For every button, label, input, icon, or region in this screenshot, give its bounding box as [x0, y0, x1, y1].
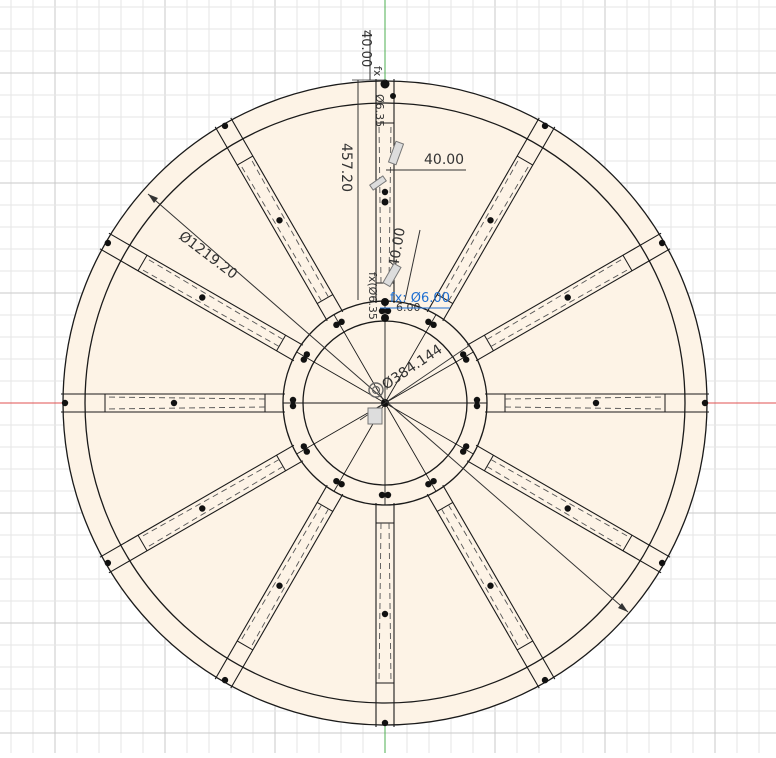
spoke-hub-point[interactable] [430, 477, 437, 485]
spoke-6[interactable] [384, 402, 556, 689]
rim-point[interactable] [381, 719, 389, 727]
spoke-mid-point[interactable] [276, 217, 283, 224]
hole-point[interactable] [381, 298, 389, 306]
rim-point[interactable] [541, 122, 549, 130]
spoke-mid-point[interactable] [381, 188, 389, 196]
spoke-hub-point[interactable] [425, 480, 432, 488]
spoke-hub-point[interactable] [289, 396, 297, 404]
rim-point[interactable] [221, 676, 229, 684]
dimension-horizontal-width[interactable]: 40.00 [424, 152, 464, 168]
spoke-5[interactable] [384, 402, 671, 574]
spoke-hub-point[interactable] [338, 318, 345, 326]
top-point[interactable] [390, 93, 396, 99]
rim-point[interactable] [658, 239, 666, 247]
spoke-hub-point[interactable] [300, 356, 308, 363]
constraint-glyphs[interactable] [367, 140, 405, 425]
horizontal-constraint-icon[interactable] [369, 175, 387, 191]
spoke-mid-point[interactable] [276, 582, 283, 589]
dimension-spoke-angle[interactable]: 40.00 [386, 226, 409, 268]
construction-point[interactable] [381, 198, 389, 206]
rim-point[interactable] [658, 559, 666, 567]
spokes-group[interactable] [61, 79, 709, 727]
rim-point[interactable] [701, 399, 709, 407]
spoke-hub-point[interactable] [378, 491, 386, 499]
fx-label-mid: fx(Ø6.35 [366, 272, 379, 320]
top-point[interactable] [380, 79, 390, 89]
spoke-hub-point[interactable] [300, 443, 308, 450]
spoke-hub-point[interactable] [289, 402, 297, 410]
spoke-11[interactable] [99, 232, 386, 404]
concentric-constraint-icon[interactable] [368, 382, 384, 398]
spoke-hub-point[interactable] [303, 351, 311, 358]
spoke-hub-point[interactable] [425, 318, 432, 326]
spoke-hub-point[interactable] [333, 477, 340, 485]
spoke-hub-point[interactable] [473, 402, 481, 410]
rim-point[interactable] [104, 239, 112, 247]
spoke-hub-point[interactable] [430, 321, 437, 329]
hole-point[interactable] [381, 314, 389, 322]
spoke-12[interactable] [214, 117, 386, 404]
spoke-hub-point[interactable] [459, 448, 467, 455]
spoke-hub-point[interactable] [459, 351, 467, 358]
spoke-mid-point[interactable] [487, 217, 494, 224]
spoke-hub-point[interactable] [378, 307, 386, 315]
spoke-2[interactable] [384, 117, 556, 404]
spoke-mid-point[interactable] [381, 610, 389, 618]
fx-label-top: fx [371, 66, 384, 77]
spoke-7[interactable] [375, 403, 395, 727]
rim-point[interactable] [61, 399, 69, 407]
fix-constraint-icon[interactable] [367, 407, 383, 425]
spoke-hub-point[interactable] [473, 396, 481, 404]
spoke-mid-point[interactable] [564, 505, 571, 512]
spoke-mid-point[interactable] [199, 505, 206, 512]
parallel-constraint-icon[interactable] [387, 140, 405, 166]
spoke-mid-point[interactable] [592, 399, 600, 407]
spoke-4[interactable] [385, 393, 709, 413]
spoke-mid-point[interactable] [564, 294, 571, 301]
spoke-hub-point[interactable] [303, 448, 311, 455]
spoke-mid-point[interactable] [170, 399, 178, 407]
spoke-mid-point[interactable] [199, 294, 206, 301]
spoke-hub-point[interactable] [333, 321, 340, 329]
spoke-mid-point[interactable] [487, 582, 494, 589]
spoke-10[interactable] [61, 393, 385, 413]
collinear-constraint-icon[interactable] [382, 262, 402, 288]
spoke-3[interactable] [384, 232, 671, 404]
spoke-hub-point[interactable] [338, 480, 345, 488]
rim-point[interactable] [104, 559, 112, 567]
rim-point[interactable] [541, 676, 549, 684]
rim-point[interactable] [221, 122, 229, 130]
dimension-spoke-length[interactable]: 457.20 [338, 143, 354, 192]
spoke-hub-point[interactable] [384, 491, 392, 499]
sketch-points[interactable] [61, 79, 709, 727]
spoke-8[interactable] [214, 402, 386, 689]
spoke-hub-point[interactable] [384, 307, 392, 315]
dimension-top-vertical[interactable]: 40.00 [358, 30, 373, 67]
spoke-hub-point[interactable] [462, 443, 470, 450]
spoke-hub-point[interactable] [462, 356, 470, 363]
dimension-hole-diameter-active[interactable]: fx: Ø6.00 [390, 291, 450, 306]
dimension-small-diameter-top[interactable]: Ø6.35 [373, 94, 386, 127]
